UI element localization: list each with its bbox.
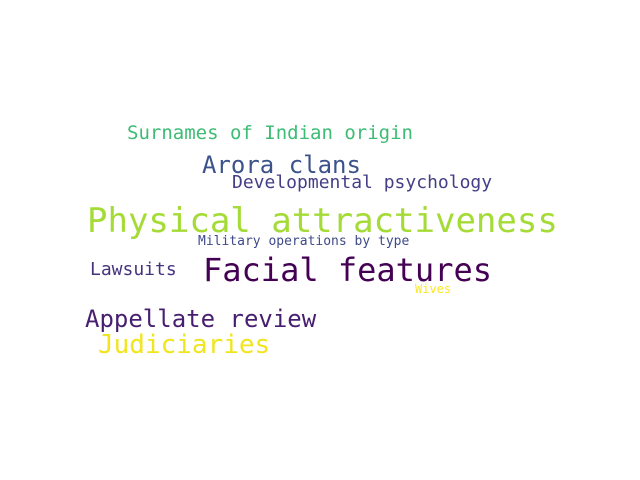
word-facial-features: Facial features bbox=[203, 251, 492, 289]
word-wives: Wives bbox=[415, 282, 452, 296]
word-physical-attractiveness: Physical attractiveness bbox=[87, 201, 558, 241]
word-developmental-psychology: Developmental psychology bbox=[232, 172, 493, 193]
word-appellate-review: Appellate review bbox=[85, 305, 317, 333]
word-lawsuits: Lawsuits bbox=[90, 259, 177, 280]
word-surnames-of-indian-origin: Surnames of Indian origin bbox=[127, 122, 413, 144]
word-judiciaries: Judiciaries bbox=[98, 330, 271, 360]
word-military-operations-by-type: Military operations by type bbox=[198, 234, 410, 249]
word-arora-clans: Arora clans bbox=[202, 151, 361, 179]
